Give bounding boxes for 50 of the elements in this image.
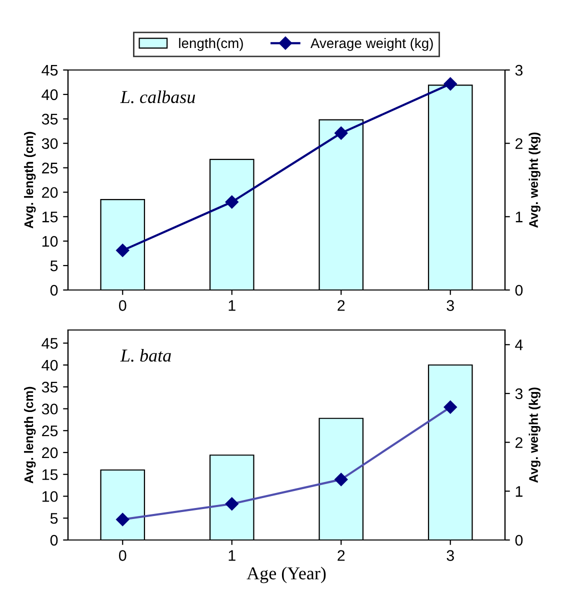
y-axis-title: Avg. length (cm) xyxy=(24,386,36,484)
y2-axis-title: Avg. weight (kg) xyxy=(528,132,540,228)
point xyxy=(116,244,130,257)
y-axis-title: Avg. length (cm) xyxy=(24,132,36,228)
x-tick-label: 3 xyxy=(446,550,454,561)
x-tick-label: 3 xyxy=(446,300,454,311)
point xyxy=(444,77,457,91)
y-tick-label: 0 xyxy=(50,534,58,546)
y-tick-label: 15 xyxy=(42,212,58,222)
y2-tick-label: 1 xyxy=(516,212,522,222)
y2-tick-label: 1 xyxy=(516,486,522,497)
y-tick-label: 20 xyxy=(42,187,58,198)
y-tick-label: 30 xyxy=(42,138,58,150)
y-tick-label: 45 xyxy=(42,338,58,349)
x-tick-label: 0 xyxy=(118,300,126,311)
y-tick-label: 35 xyxy=(42,382,58,393)
y2-tick-label: 0 xyxy=(515,534,523,546)
y-tick-label: 35 xyxy=(42,114,58,125)
y-tick-label: 40 xyxy=(42,89,58,100)
y-tick-label: 15 xyxy=(42,469,58,480)
y-tick-label: 5 xyxy=(50,513,58,524)
legend-label: length(cm) xyxy=(179,38,243,51)
x-tick-label: 2 xyxy=(338,300,345,311)
y-tick-label: 5 xyxy=(50,260,58,272)
y-tick-label: 20 xyxy=(42,447,58,458)
annotation: L. bata xyxy=(120,348,171,362)
y2-tick-label: 3 xyxy=(515,64,523,76)
y2-tick-label: 0 xyxy=(515,284,523,296)
y2-tick-label: 4 xyxy=(515,340,523,350)
y2-axis-title: Avg. weight (kg) xyxy=(528,388,540,483)
legend-label: Average weight (kg) xyxy=(310,38,433,51)
x-tick-label: 1 xyxy=(228,300,236,311)
y2-tick-label: 3 xyxy=(515,388,523,400)
y-tick-label: 25 xyxy=(42,425,58,436)
y-tick-label: 10 xyxy=(42,236,58,247)
y-tick-label: 10 xyxy=(42,491,58,502)
x-tick-label: 1 xyxy=(228,550,236,561)
x-tick-label: 2 xyxy=(338,550,345,561)
annotation: L. calbasu xyxy=(120,90,196,104)
point xyxy=(225,195,238,209)
y2-tick-label: 2 xyxy=(515,138,522,149)
point xyxy=(334,126,348,140)
y-tick-label: 25 xyxy=(42,162,58,174)
y2-tick-label: 2 xyxy=(515,437,522,448)
x-axis-title: Age (Year) xyxy=(246,566,326,584)
y-tick-label: 45 xyxy=(42,65,58,76)
x-tick-label: 0 xyxy=(118,550,126,561)
y-tick-label: 40 xyxy=(42,360,58,371)
y-tick-label: 30 xyxy=(42,404,58,414)
y-tick-label: 0 xyxy=(50,284,58,296)
